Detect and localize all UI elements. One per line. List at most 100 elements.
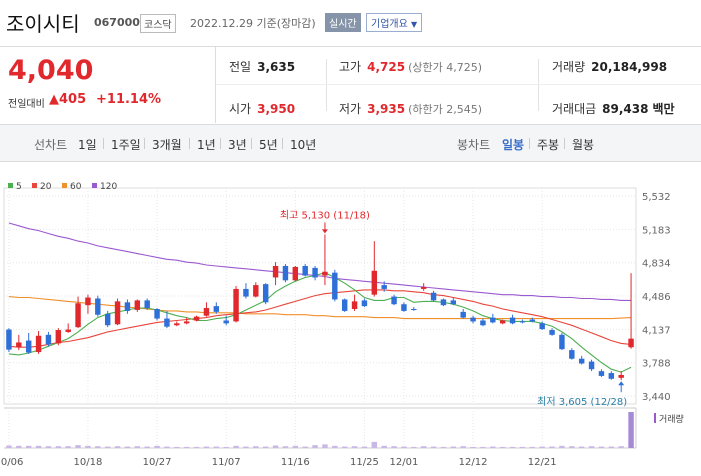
high-arrow-head [321, 229, 328, 234]
volume-bar [154, 445, 160, 448]
tab-3y[interactable]: 3년 [228, 138, 247, 152]
candle-body [411, 309, 417, 311]
volume-bar [490, 446, 496, 448]
volume-bar [608, 446, 615, 448]
volume-bar [351, 446, 358, 448]
candle-body [371, 270, 378, 295]
volume-bar [598, 446, 605, 448]
candle-body [420, 287, 427, 289]
stat-volume-label: 거래량 [552, 60, 586, 74]
candle-body [509, 317, 516, 324]
line-chart-title: 선차트 [34, 138, 68, 152]
candle [104, 310, 111, 328]
candle-body [430, 292, 437, 301]
candle-body [578, 358, 585, 364]
volume-bar [420, 446, 427, 448]
candle [401, 302, 407, 312]
price-summary: 4,040 전일대비 ▲405 +11.14% [0, 47, 215, 123]
candle-body [55, 330, 62, 344]
y-tick-label: 5,532 [642, 192, 671, 203]
candle [499, 319, 506, 325]
candle-body [450, 300, 457, 305]
candle [144, 298, 150, 310]
tab-daily[interactable]: 일봉 [502, 138, 525, 152]
candle [35, 330, 42, 354]
company-info-button[interactable]: 기업개요 ▼ [366, 13, 423, 32]
candle-body [539, 323, 545, 330]
tab-1y[interactable]: 1년 [197, 138, 216, 152]
candle-body [193, 316, 200, 321]
stat-volume-value: 20,184,998 [591, 60, 668, 74]
volume-bar [391, 446, 397, 448]
stat-high: 고가 4,725 (상한가 4,725) [339, 58, 482, 75]
volume-bar [282, 446, 289, 448]
volume-bar [302, 446, 308, 448]
legend-swatch [62, 183, 67, 188]
candle-body [243, 288, 249, 297]
candle [460, 309, 466, 319]
volume-bar [16, 445, 22, 448]
volume-bar [55, 446, 62, 448]
candle [391, 294, 397, 306]
y-tick-label: 3,440 [642, 392, 671, 403]
tab-5y[interactable]: 5년 [259, 138, 278, 152]
candle [559, 332, 565, 351]
candle [16, 334, 22, 351]
change-label: 전일대비 [8, 99, 45, 110]
realtime-button[interactable]: 실시간 [325, 13, 361, 32]
volume-bar [322, 444, 328, 448]
volume-bar [85, 445, 91, 448]
candle [509, 314, 516, 325]
price-stats: 전일 3,635 고가 4,725 (상한가 4,725) 거래량 20,184,998… [215, 47, 701, 123]
current-price: 4,040 [8, 55, 94, 86]
candle [450, 297, 457, 306]
candle [470, 315, 476, 324]
tab-3m[interactable]: 3개월 [152, 138, 182, 152]
volume-bar [470, 446, 476, 448]
tab-monthly[interactable]: 월봉 [572, 138, 595, 152]
candle-body [292, 266, 299, 281]
candle-body [460, 311, 466, 318]
candle-body [203, 308, 210, 316]
candle [608, 371, 615, 380]
candle-body [588, 361, 595, 370]
volume-bar [371, 441, 378, 448]
tab-10y[interactable]: 10년 [290, 138, 317, 152]
stat-open-value: 3,950 [257, 102, 296, 116]
volume-bar [183, 446, 190, 448]
candle-body [223, 320, 229, 324]
volume-bar [243, 446, 249, 448]
volume-bar [124, 446, 131, 448]
low-annotation: 최저 3,605 (12/28) [537, 396, 627, 408]
volume-bar [95, 446, 101, 448]
candle [549, 328, 555, 336]
candle-body [322, 271, 328, 276]
candle [440, 298, 447, 307]
tab-weekly[interactable]: 주봉 [537, 138, 560, 152]
volume-bar [529, 446, 536, 448]
volume-bar [174, 446, 180, 448]
candle [233, 286, 239, 323]
tab-1w[interactable]: 1주일 [111, 138, 141, 152]
volume-bar [332, 445, 338, 448]
volume-bar [519, 446, 526, 448]
candle [490, 313, 496, 324]
candle-body [499, 320, 506, 324]
chevron-down-icon: ▼ [411, 20, 418, 29]
candle-body [134, 300, 141, 310]
ma-line-ma5 [8, 272, 632, 373]
volume-bar [539, 446, 545, 448]
tab-1d[interactable]: 1일 [78, 138, 97, 152]
candle [272, 262, 279, 286]
x-tick-label: 12/21 [528, 457, 557, 468]
stat-high-label: 고가 [339, 60, 362, 74]
y-tick-label: 3,788 [642, 359, 671, 370]
volume-bar [262, 446, 269, 448]
stat-prev: 전일 3,635 [229, 58, 295, 75]
legend-label: 20 [40, 182, 52, 192]
candle-body [85, 297, 91, 306]
volume-bar [440, 446, 447, 448]
volume-bar [569, 446, 575, 448]
stat-high-value: 4,725 [367, 60, 406, 74]
candle-body [549, 330, 555, 335]
